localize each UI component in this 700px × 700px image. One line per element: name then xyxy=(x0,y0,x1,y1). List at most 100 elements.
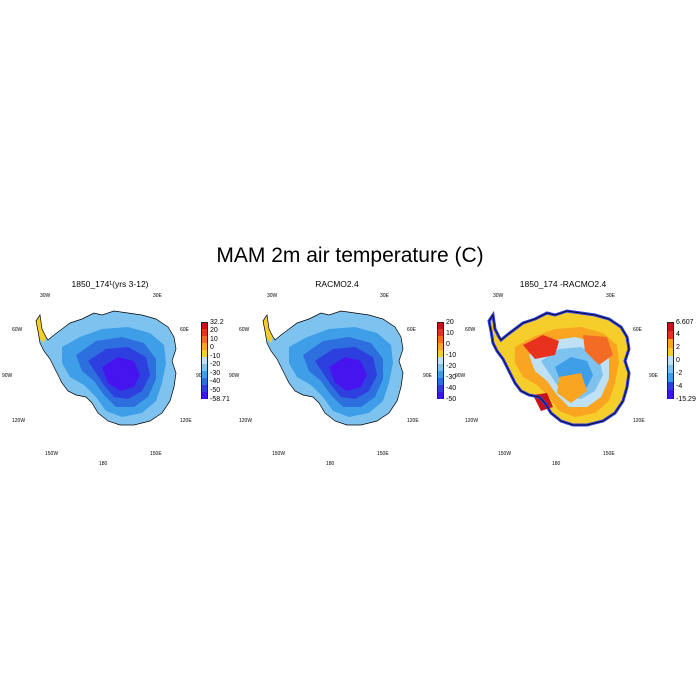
longitude-label-e150: 150E xyxy=(150,451,162,457)
colorbar-swatch xyxy=(201,336,208,343)
colorbar-tick-label: -4 xyxy=(676,382,683,390)
longitude-label-e30: 30E xyxy=(153,293,163,299)
panel-1-title: 1850_174¹(yrs 3-12) xyxy=(71,279,149,289)
panel-2-colorbar: 20 10 0 -10 -20 -30 -40 -50 xyxy=(437,319,456,403)
colorbar-tick-label: 0 xyxy=(676,357,680,364)
temperature-contour-region xyxy=(110,365,132,385)
longitude-label-e120: 120E xyxy=(633,418,645,424)
colorbar-tick-label: -40 xyxy=(210,378,221,386)
colorbar-tick-label: 10 xyxy=(210,335,218,343)
anomaly-region xyxy=(557,373,587,403)
longitude-label-s180: 180 xyxy=(326,461,335,467)
panel-1-colorbar: 32.2 20 10 0 -10 -20 -30 -40 -50 -58.71 xyxy=(201,319,230,403)
panel-2-title: RACMO2.4 xyxy=(315,279,359,289)
anomaly-region xyxy=(583,335,613,365)
colorbar-tick-label: -10 xyxy=(446,351,457,359)
colorbar-tick-label: 2 xyxy=(676,344,680,352)
colorbar-swatch xyxy=(437,371,444,378)
colorbar-swatch xyxy=(437,364,444,371)
colorbar-tick-label: -58.71 xyxy=(210,395,230,403)
colorbar-swatch xyxy=(201,343,208,350)
longitude-label-w120: 120W xyxy=(12,418,25,424)
longitude-label-s180: 180 xyxy=(99,461,108,467)
colorbar-tick-label: 10 xyxy=(446,329,454,337)
longitude-label-w30: 30W xyxy=(40,293,51,299)
longitude-label-w30: 30W xyxy=(493,293,504,299)
colorbar-swatch xyxy=(667,390,674,399)
colorbar-swatch xyxy=(437,385,444,392)
longitude-label-w90: 90W xyxy=(455,373,466,379)
colorbar-swatch xyxy=(667,330,674,340)
panel-3-map: 30W 30E 60W 60E 90W 90E 120W 120E 150W 150E 180 xyxy=(455,293,659,467)
colorbar-tick-label: -30 xyxy=(446,373,457,381)
longitude-label-e60: 60E xyxy=(633,327,643,333)
colorbar-swatch xyxy=(437,350,444,357)
panel-3-title: 1850_174 -RACMO2.4 xyxy=(519,279,607,289)
colorbar-tick-label: -20 xyxy=(210,361,221,369)
colorbar-tick-label: -40 xyxy=(446,384,457,392)
colorbar-swatch xyxy=(667,373,674,382)
colorbar-swatch xyxy=(437,322,444,329)
temperature-contour-region xyxy=(337,365,359,385)
colorbar-swatch xyxy=(201,385,208,392)
longitude-label-w60: 60W xyxy=(465,327,476,333)
coastline xyxy=(262,310,404,426)
colorbar-swatch xyxy=(667,347,674,357)
longitude-label-w120: 120W xyxy=(465,418,478,424)
colorbar-swatch xyxy=(437,329,444,336)
colorbar-swatch xyxy=(437,357,444,364)
longitude-label-e120: 120E xyxy=(407,418,419,424)
colorbar-tick-label: -10 xyxy=(210,352,221,360)
longitude-label-e90: 90E xyxy=(423,373,433,379)
longitude-label-e30: 30E xyxy=(606,293,616,299)
figure-title: MAM 2m air temperature (C) xyxy=(216,244,484,267)
longitude-label-w150: 150W xyxy=(272,451,285,457)
coastline xyxy=(488,310,630,426)
colorbar-tick-label: 4 xyxy=(676,331,680,339)
colorbar-tick-label: -50 xyxy=(210,386,221,394)
longitude-label-w150: 150W xyxy=(45,451,58,457)
colorbar-swatch xyxy=(437,343,444,350)
longitude-label-w120: 120W xyxy=(239,418,252,424)
colorbar-tick-label: 0 xyxy=(446,340,450,348)
longitude-label-e90: 90E xyxy=(196,373,206,379)
colorbar-tick-label: 32.2 xyxy=(210,318,224,326)
colorbar-swatch xyxy=(437,336,444,343)
peninsula-warm-region xyxy=(36,315,46,343)
colorbar-swatch xyxy=(437,378,444,385)
longitude-label-w60: 60W xyxy=(239,327,250,333)
colorbar-swatch xyxy=(201,322,208,329)
panel-1-map: 30W 30E 60W 60E 90W 90E 120W 120E 150W 150E 180 xyxy=(2,293,206,467)
colorbar-swatch xyxy=(201,371,208,378)
colorbar-tick-label: 20 xyxy=(210,327,218,335)
panel-3-colorbar: 6.607 4 2 0 -2 -4 -15.29 xyxy=(667,319,696,403)
colorbar-tick-label: -2 xyxy=(676,369,683,377)
colorbar-swatch xyxy=(667,339,674,348)
colorbar-swatch xyxy=(201,364,208,371)
peninsula-warm-region xyxy=(263,315,273,343)
colorbar-swatch xyxy=(201,329,208,336)
colorbar-tick-label: -50 xyxy=(446,395,457,403)
colorbar-swatch xyxy=(667,364,674,374)
colorbar-swatch xyxy=(201,392,208,399)
longitude-label-w150: 150W xyxy=(498,451,511,457)
longitude-label-e90: 90E xyxy=(649,373,659,379)
colorbar-swatch xyxy=(201,378,208,385)
colorbar-tick-label: 6.607 xyxy=(676,318,694,326)
longitude-label-s180: 180 xyxy=(552,461,561,467)
colorbar-tick-label: 20 xyxy=(446,318,454,326)
colorbar-tick-label: -30 xyxy=(210,369,221,377)
longitude-label-w30: 30W xyxy=(267,293,278,299)
longitude-label-e30: 30E xyxy=(380,293,390,299)
longitude-label-e150: 150E xyxy=(603,451,615,457)
colorbar-swatch xyxy=(201,350,208,357)
anomaly-region xyxy=(523,335,559,359)
panel-2-map: 30W 30E 60W 60E 90W 90E 120W 120E 150W 150E 180 xyxy=(229,293,433,467)
longitude-label-e60: 60E xyxy=(407,327,417,333)
longitude-label-e150: 150E xyxy=(377,451,389,457)
longitude-label-e60: 60E xyxy=(180,327,190,333)
coastline xyxy=(35,310,177,426)
colorbar-swatch xyxy=(667,322,674,331)
longitude-label-w90: 90W xyxy=(229,373,240,379)
longitude-label-e120: 120E xyxy=(180,418,192,424)
